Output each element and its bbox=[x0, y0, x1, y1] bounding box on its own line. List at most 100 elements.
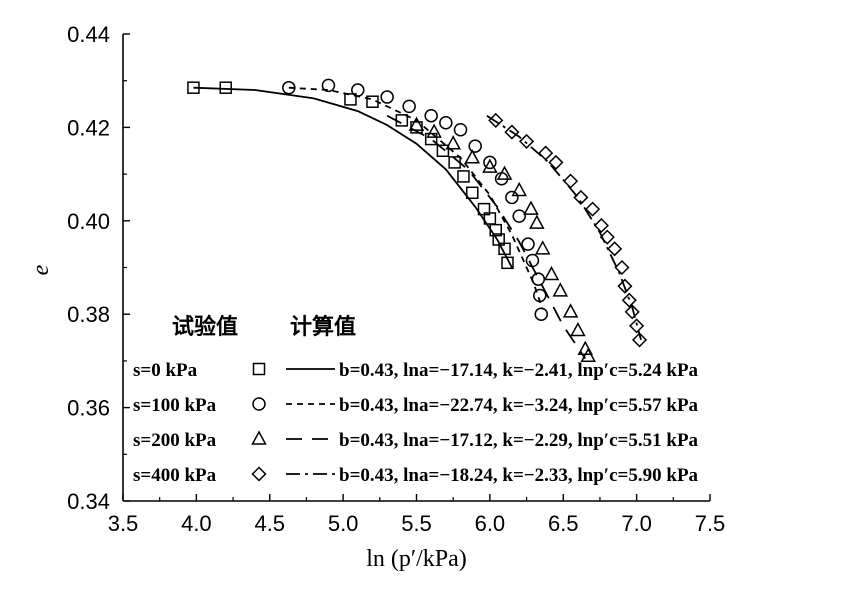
series-3-point bbox=[614, 259, 630, 276]
series-1-point bbox=[512, 209, 526, 223]
x-tick-label: 7.0 bbox=[621, 511, 652, 536]
legend-marker bbox=[251, 430, 267, 445]
series-0-point bbox=[366, 95, 379, 108]
x-axis-title: ln (p′/kPa) bbox=[366, 546, 467, 572]
legend-series-label: s=200 kPa bbox=[133, 430, 217, 451]
series-2-point bbox=[523, 200, 539, 215]
series-0-point bbox=[498, 242, 511, 256]
legend-header-measured: 试验值 bbox=[172, 314, 238, 340]
legend-series-label: s=400 kPa bbox=[133, 465, 217, 486]
legend: 试验值 计算值 s=0 kPa b=0.43, lna=−17.14, k=−2.41… bbox=[133, 314, 699, 486]
series-2-point bbox=[482, 158, 498, 173]
axes: 3.5 4.0 4.5 5.0 5.5 6.0 6.5 7.0 7.5 0.34 0.36 0.38 0… bbox=[28, 22, 725, 572]
series-3-point bbox=[538, 145, 554, 161]
series-3-point bbox=[585, 201, 601, 217]
y-tick-label: 0.36 bbox=[67, 396, 110, 421]
series-0-point bbox=[448, 156, 461, 169]
y-tick-label: 0.40 bbox=[67, 209, 110, 234]
series-3-point bbox=[617, 278, 633, 294]
series-1-point bbox=[282, 80, 296, 95]
series-2-point bbox=[511, 181, 527, 197]
legend-fit-parameters: b=0.43, lna=−18.24, k=−2.33, lnp′c=5.90 … bbox=[339, 465, 699, 486]
x-tick-label: 6.5 bbox=[548, 511, 579, 536]
x-tick-label: 6.0 bbox=[475, 511, 506, 536]
y-tick-label: 0.44 bbox=[67, 22, 110, 47]
series-3-point bbox=[624, 304, 640, 320]
series-0-point bbox=[489, 223, 502, 237]
series-2-point bbox=[580, 347, 596, 362]
series-3-point bbox=[629, 318, 645, 334]
series-0-point bbox=[501, 256, 514, 270]
series-3-point bbox=[599, 229, 615, 245]
series-3-point bbox=[621, 292, 637, 308]
series-1-point bbox=[424, 108, 438, 123]
series-3-point bbox=[607, 241, 623, 257]
legend-series-label: s=0 kPa bbox=[133, 360, 198, 381]
series-0-point bbox=[457, 170, 470, 183]
series-0-point bbox=[424, 132, 438, 146]
x-tick-label: 4.0 bbox=[181, 511, 212, 536]
x-tick-label: 5.5 bbox=[401, 511, 432, 536]
series-0-point bbox=[395, 114, 409, 127]
series-2-point bbox=[426, 123, 442, 138]
y-tick-label: 0.38 bbox=[67, 302, 110, 327]
series-2-point bbox=[562, 303, 579, 318]
series-3-point bbox=[488, 112, 504, 128]
series-1-point bbox=[483, 155, 497, 170]
series-3-fit-curve bbox=[486, 114, 642, 341]
series-2-point bbox=[570, 321, 586, 337]
series-1-point bbox=[439, 115, 453, 130]
series-1-point bbox=[468, 139, 482, 153]
series-3-point bbox=[504, 124, 520, 140]
series-2-point bbox=[543, 265, 560, 281]
y-tick-label: 0.42 bbox=[67, 115, 110, 140]
legend-marker bbox=[252, 362, 266, 376]
series-3-point bbox=[548, 154, 564, 170]
series-1-point bbox=[351, 83, 365, 97]
legend-header-calculated: 计算值 bbox=[290, 314, 356, 340]
series-1-point bbox=[380, 90, 394, 104]
series-1-point bbox=[533, 288, 547, 303]
series-3-point bbox=[573, 189, 589, 206]
series-3-point bbox=[519, 133, 535, 149]
series-1-point bbox=[534, 307, 548, 321]
series-2-point bbox=[464, 149, 481, 164]
series-0-point bbox=[466, 186, 479, 200]
series-1-point bbox=[453, 122, 468, 137]
series-0-point bbox=[219, 81, 232, 94]
x-tick-label: 4.5 bbox=[254, 511, 285, 536]
series-2-point bbox=[445, 135, 461, 150]
series-3-point bbox=[593, 217, 609, 234]
y-axis-title: e bbox=[28, 264, 54, 275]
series-2-point bbox=[534, 240, 551, 255]
series-2-fit-curve bbox=[386, 114, 587, 360]
series-1-point bbox=[521, 237, 535, 251]
series-2-point bbox=[496, 165, 513, 180]
series-0-point bbox=[187, 81, 200, 94]
series-1-point bbox=[321, 78, 336, 93]
legend-fit-parameters: b=0.43, lna=−22.74, k=−3.24, lnp′c=5.57 … bbox=[339, 395, 699, 416]
series-1-point bbox=[505, 190, 519, 205]
series-0-point bbox=[344, 93, 357, 106]
series-1-point bbox=[525, 253, 540, 268]
y-tick-label: 0.34 bbox=[67, 489, 110, 514]
x-tick-label: 5.0 bbox=[328, 511, 359, 536]
legend-marker bbox=[251, 466, 267, 482]
series-2-point bbox=[408, 116, 425, 131]
legend-series-label: s=100 kPa bbox=[133, 395, 217, 416]
series-2-point bbox=[552, 282, 569, 297]
series-0-fit-curve bbox=[193, 86, 513, 268]
series-3-point bbox=[631, 332, 648, 348]
data-markers bbox=[187, 78, 648, 362]
series-1-point bbox=[402, 99, 416, 114]
legend-marker bbox=[252, 397, 266, 411]
series-2-point bbox=[529, 214, 545, 229]
series-3-point bbox=[563, 173, 579, 189]
x-tick-label: 7.5 bbox=[695, 511, 726, 536]
fit-curves bbox=[193, 86, 642, 360]
series-1-point bbox=[531, 272, 546, 286]
series-0-point bbox=[436, 144, 450, 157]
legend-fit-parameters: b=0.43, lna=−17.12, k=−2.29, lnp′c=5.51 … bbox=[339, 430, 699, 451]
x-tick-label: 3.5 bbox=[108, 511, 139, 536]
